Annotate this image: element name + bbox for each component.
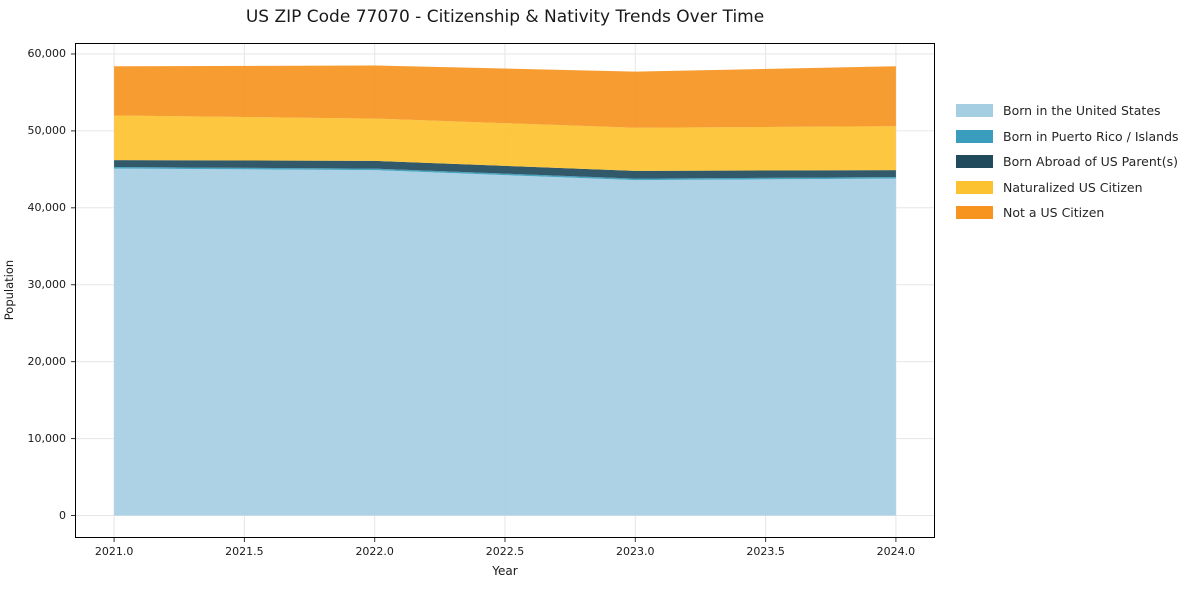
y-tick-label: 60,000 bbox=[27, 47, 67, 61]
legend-row: Born Abroad of US Parent(s) bbox=[956, 154, 1179, 169]
y-tick-label: 40,000 bbox=[27, 201, 67, 215]
x-tick-label: 2023.0 bbox=[616, 545, 655, 558]
area-series-3 bbox=[114, 115, 896, 171]
y-tick-label: 10,000 bbox=[27, 432, 67, 446]
legend-swatch bbox=[956, 180, 993, 194]
legend-row: Born in Puerto Rico / Islands bbox=[956, 129, 1179, 144]
legend-label: Not a US Citizen bbox=[1003, 205, 1105, 220]
legend-label: Born Abroad of US Parent(s) bbox=[1003, 154, 1178, 169]
legend-swatch bbox=[956, 155, 993, 168]
x-tick-label: 2021.0 bbox=[94, 545, 134, 558]
y-tick-label: 20,000 bbox=[27, 355, 67, 369]
legend-label: Naturalized US Citizen bbox=[1003, 179, 1143, 195]
legend-swatch bbox=[956, 206, 993, 219]
legend-row: Born in the United States bbox=[956, 103, 1179, 118]
x-tick-label: 2022.5 bbox=[485, 545, 525, 558]
x-axis-label: Year bbox=[492, 564, 518, 578]
y-tick-label: 50,000 bbox=[27, 124, 67, 138]
x-tick-label: 2023.5 bbox=[746, 545, 785, 558]
x-tick-label: 2022.0 bbox=[355, 545, 394, 558]
y-tick-label: 0 bbox=[59, 509, 66, 522]
legend-row: Not a US Citizen bbox=[956, 205, 1179, 220]
area-series-1 bbox=[114, 167, 896, 181]
legend-label: Born in Puerto Rico / Islands bbox=[1003, 128, 1179, 144]
x-tick-label: 2021.5 bbox=[225, 545, 264, 558]
x-tick-label: 2024.0 bbox=[876, 545, 916, 558]
area-series-2 bbox=[114, 160, 896, 179]
legend-swatch bbox=[956, 129, 993, 143]
area-series-4 bbox=[114, 65, 896, 128]
area-series-0 bbox=[114, 168, 896, 516]
plot-area bbox=[71, 43, 935, 542]
legend-row: Naturalized US Citizen bbox=[956, 180, 1179, 195]
chart-title: US ZIP Code 77070 - Citizenship & Nativi… bbox=[245, 7, 765, 27]
legend: Born in the United States Born in Puerto … bbox=[956, 103, 1179, 220]
plot-border bbox=[75, 43, 935, 538]
legend-label: Born in the United States bbox=[1003, 103, 1161, 118]
y-tick-label: 30,000 bbox=[27, 278, 67, 292]
legend-swatch bbox=[956, 104, 993, 117]
